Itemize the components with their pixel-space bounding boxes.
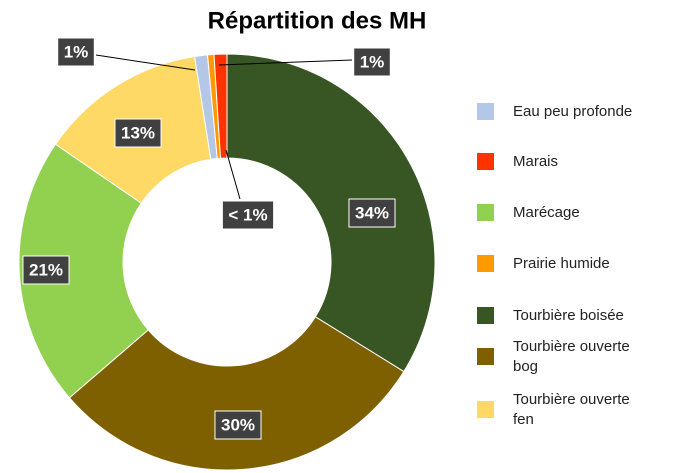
leader-line [218, 59, 353, 66]
data-label: 13% [121, 123, 155, 142]
label-box [57, 37, 95, 67]
data-label: 1% [64, 42, 89, 61]
legend-line: fen [513, 411, 534, 428]
legend-label: Marécage [513, 204, 580, 221]
leader-line [225, 149, 241, 200]
donut-slice [18, 143, 149, 399]
legend-label: Prairie humide [513, 255, 610, 272]
legend-swatch [477, 153, 494, 170]
chart-title: Répartition des MH [208, 7, 427, 34]
label-box [348, 198, 396, 228]
legend-label: Tourbière ouverte bog [513, 338, 634, 375]
label-box [214, 410, 262, 440]
label-box [114, 118, 162, 148]
legend-label: Tourbière ouverte fen [513, 391, 634, 428]
data-label: 21% [29, 260, 63, 279]
legend-swatch [477, 204, 494, 221]
label-box [353, 47, 391, 77]
legend-label: Tourbière boisée [513, 307, 624, 324]
legend-line: Tourbière ouverte [513, 391, 634, 408]
donut-slice [68, 316, 405, 471]
label-box [22, 255, 70, 285]
legend-label: Eau peu profonde [513, 103, 632, 120]
donut-slice [226, 53, 436, 373]
legend-swatch [477, 401, 494, 418]
legend-line: bog [513, 358, 538, 375]
data-label: 34% [355, 203, 389, 222]
leader-line [95, 54, 196, 71]
legend-swatch [477, 255, 494, 272]
legend-swatch [477, 307, 494, 324]
donut-slice [213, 53, 228, 159]
label-box [221, 200, 275, 230]
data-label: 30% [221, 415, 255, 434]
legend-line: Tourbière ouverte [513, 338, 634, 355]
legend-label: Marais [513, 153, 558, 170]
legend-swatch [477, 103, 494, 120]
legend-swatch [477, 348, 494, 365]
data-label: < 1% [228, 205, 267, 224]
data-label: 1% [360, 52, 385, 71]
